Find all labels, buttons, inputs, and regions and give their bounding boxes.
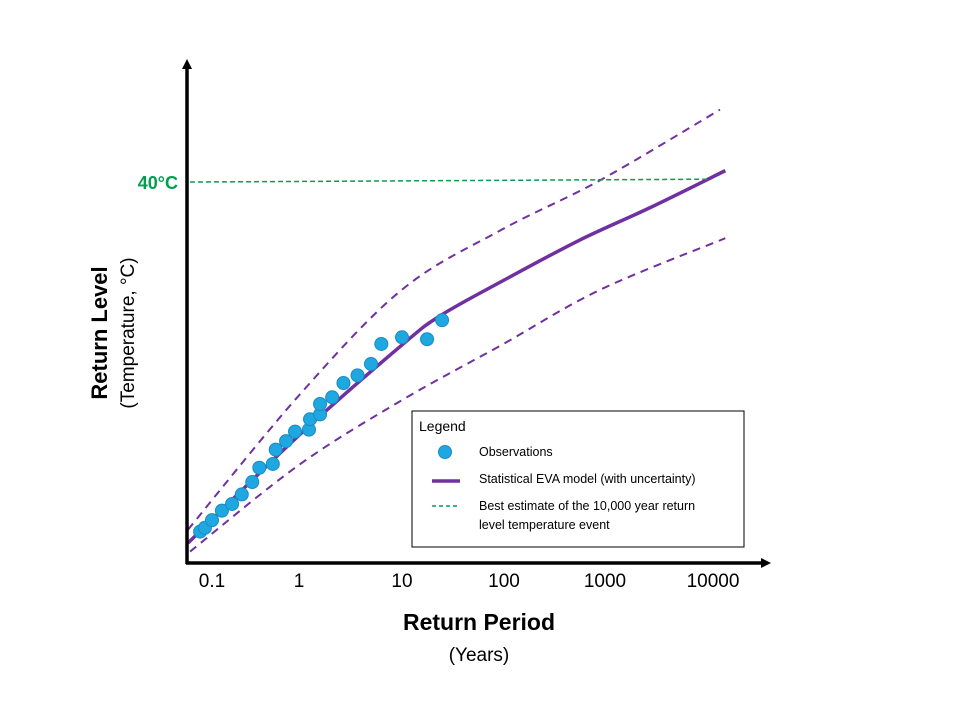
- x-axis-title: Return Period: [403, 609, 555, 635]
- observation-point: [279, 434, 294, 449]
- observation-point: [374, 336, 389, 351]
- observation-point: [363, 356, 378, 371]
- observation-point: [214, 503, 229, 518]
- best-estimate-line: [190, 178, 709, 183]
- y-axis-title: Return Level: [87, 266, 112, 399]
- observation-point: [252, 460, 267, 475]
- legend-box: [411, 410, 745, 548]
- x-tick-label: 1: [294, 571, 305, 592]
- upper-bound-line: [187, 108, 721, 531]
- observation-point: [205, 513, 219, 528]
- legend-title: Legend: [419, 418, 466, 434]
- y-tick-label-40: 40°C: [138, 173, 178, 193]
- x-tick-label: 10: [391, 571, 412, 592]
- observation-point: [265, 456, 280, 471]
- legend-observations-label: Observations: [479, 445, 553, 459]
- observation-point: [420, 332, 435, 347]
- legend-best-estimate-label: Best estimate of the 10,000 year return: [479, 499, 695, 513]
- y-axis-subtitle: (Temperature, °C): [118, 257, 139, 408]
- observation-point: [268, 442, 283, 457]
- observation-point: [313, 396, 328, 411]
- legend-model-label: Statistical EVA model (with uncertainty): [479, 472, 696, 486]
- legend-observations-marker: [438, 445, 452, 459]
- observation-point: [225, 496, 240, 511]
- x-tick-label: 1000: [584, 571, 626, 592]
- observation-point: [325, 390, 340, 405]
- x-axis-subtitle: (Years): [449, 645, 510, 666]
- points-layer: [193, 313, 450, 539]
- observation-point: [350, 368, 365, 383]
- lower-bound-line: [189, 237, 726, 553]
- x-tick-label: 100: [488, 571, 520, 592]
- observation-point: [245, 475, 260, 490]
- x-tick-label: 0.1: [199, 571, 225, 592]
- observation-point: [288, 424, 303, 439]
- observation-point: [435, 313, 450, 328]
- observation-point: [395, 330, 409, 345]
- legend: Legend Observations Statistical EVA mode…: [411, 410, 745, 548]
- legend-best-estimate-label-line2: level temperature event: [479, 518, 610, 532]
- x-tick-label: 10000: [687, 571, 740, 592]
- x-tick-labels: 0.1 1 10 100 1000 10000: [199, 571, 740, 592]
- observation-point: [336, 376, 351, 390]
- observation-point: [234, 487, 249, 502]
